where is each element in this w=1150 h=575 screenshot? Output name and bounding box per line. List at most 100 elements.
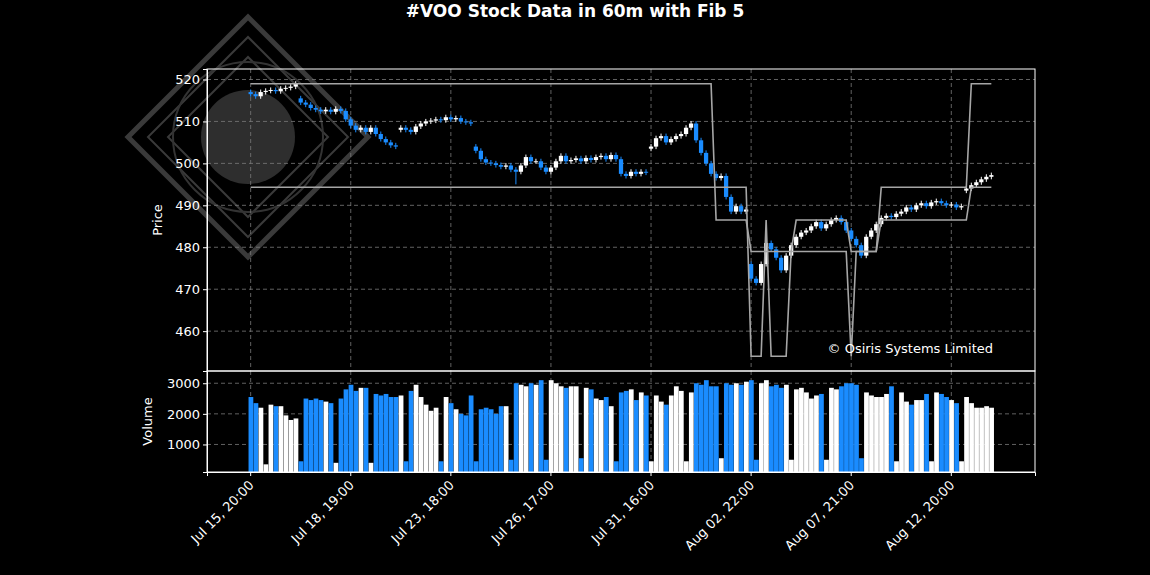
volume-bar bbox=[294, 418, 299, 472]
candle-body bbox=[259, 92, 263, 96]
candle-body bbox=[574, 158, 578, 160]
candle-body bbox=[944, 203, 948, 205]
volume-bar bbox=[404, 461, 409, 472]
tick-label: 480 bbox=[175, 240, 200, 255]
candle-body bbox=[889, 216, 893, 217]
candle-body bbox=[904, 207, 908, 211]
volume-bar bbox=[364, 388, 369, 472]
candle-body bbox=[979, 179, 983, 182]
volume-bar bbox=[559, 386, 564, 472]
volume-bar bbox=[619, 392, 624, 472]
candle-body bbox=[664, 136, 668, 142]
y-tick: 470 bbox=[175, 282, 207, 297]
frame bbox=[207, 371, 1035, 472]
candle-body bbox=[784, 256, 788, 271]
grid-line-y bbox=[207, 331, 1035, 332]
tick-mark bbox=[203, 247, 207, 248]
volume-bar bbox=[714, 386, 719, 472]
volume-bar bbox=[829, 388, 834, 472]
candle-body bbox=[309, 105, 313, 108]
volume-bar bbox=[899, 392, 904, 472]
tick-label: Aug 12, 20:00 bbox=[882, 478, 958, 554]
candle-body bbox=[419, 124, 423, 127]
volume-bar bbox=[784, 385, 789, 472]
candle-body bbox=[774, 249, 778, 257]
tick-label: Aug 02, 22:00 bbox=[682, 478, 758, 554]
candle-body bbox=[389, 142, 393, 145]
tick-label: Jul 18, 19:00 bbox=[288, 478, 357, 547]
chart: 460470480490500510520100020003000Jul 15,… bbox=[0, 0, 1150, 575]
volume-bar bbox=[969, 403, 974, 472]
candle-body bbox=[449, 117, 453, 119]
volume-bar bbox=[909, 405, 914, 472]
candle-body bbox=[569, 160, 573, 161]
volume-bar bbox=[344, 389, 349, 472]
tick-label: Aug 07, 21:00 bbox=[782, 478, 858, 554]
volume-bar bbox=[729, 385, 734, 472]
watermark-diamond bbox=[128, 17, 368, 257]
axis-line bbox=[203, 70, 208, 372]
volume-bar bbox=[959, 461, 964, 472]
candle-body bbox=[619, 159, 623, 174]
tick-mark bbox=[203, 414, 207, 415]
candle-body bbox=[729, 197, 733, 212]
volume-bar bbox=[884, 394, 889, 472]
candle-body bbox=[559, 156, 563, 161]
volume-bar bbox=[954, 403, 959, 472]
candle-body bbox=[809, 226, 813, 230]
y-tick: 500 bbox=[175, 156, 207, 171]
volume-bar bbox=[569, 386, 574, 472]
candle-body bbox=[489, 163, 493, 164]
tick-mark bbox=[951, 472, 952, 476]
volume-bar bbox=[889, 386, 894, 472]
volume-bar bbox=[264, 464, 269, 472]
volume-bar bbox=[794, 389, 799, 472]
volume-bar bbox=[614, 461, 619, 472]
volume-bar bbox=[799, 388, 804, 472]
tick-mark bbox=[203, 121, 207, 122]
tick-label: Jul 23, 18:00 bbox=[388, 478, 457, 547]
y-tick: 3000 bbox=[167, 376, 207, 391]
candle-body bbox=[769, 243, 773, 249]
grid bbox=[207, 69, 1035, 371]
volume-bar bbox=[989, 408, 994, 472]
candle-body bbox=[749, 264, 753, 279]
volume-bar bbox=[289, 420, 294, 472]
candle-body bbox=[964, 189, 968, 191]
volume-bar bbox=[479, 409, 484, 472]
candle-body bbox=[859, 245, 863, 255]
volume-bar bbox=[319, 400, 324, 472]
candle-body bbox=[934, 201, 938, 202]
volume-bar bbox=[494, 414, 499, 472]
title: #VOO Stock Data in 60m with Fib 5 bbox=[406, 1, 745, 21]
tick-label: Jul 26, 17:00 bbox=[488, 478, 557, 547]
tick-mark bbox=[203, 289, 207, 290]
candle-body bbox=[719, 176, 723, 178]
tick-label: Jul 31, 16:00 bbox=[588, 478, 657, 547]
volume-bar bbox=[334, 463, 339, 472]
candle-body bbox=[429, 121, 433, 122]
candle-body bbox=[639, 172, 643, 174]
candle-body bbox=[504, 165, 508, 166]
volume-bar bbox=[544, 460, 549, 472]
candle-body bbox=[869, 230, 873, 236]
tick-mark bbox=[203, 331, 207, 332]
volume-bar bbox=[854, 385, 859, 472]
candle-body bbox=[814, 222, 818, 226]
candle-body bbox=[544, 168, 548, 172]
volume-bar bbox=[749, 380, 754, 472]
volume-bar bbox=[529, 383, 534, 472]
volume-bar bbox=[524, 386, 529, 472]
volume-bar bbox=[549, 380, 554, 472]
candle-body bbox=[484, 159, 488, 162]
grid-line-x bbox=[450, 69, 451, 371]
watermark-diamond bbox=[168, 57, 328, 217]
volume-bar bbox=[839, 386, 844, 472]
candle-body bbox=[464, 121, 468, 122]
candle-body bbox=[624, 174, 628, 176]
candle-body bbox=[279, 89, 283, 92]
candle-body bbox=[604, 156, 608, 159]
volume-bar bbox=[734, 383, 739, 472]
volume-bar bbox=[449, 403, 454, 472]
volume-bar bbox=[864, 392, 869, 472]
